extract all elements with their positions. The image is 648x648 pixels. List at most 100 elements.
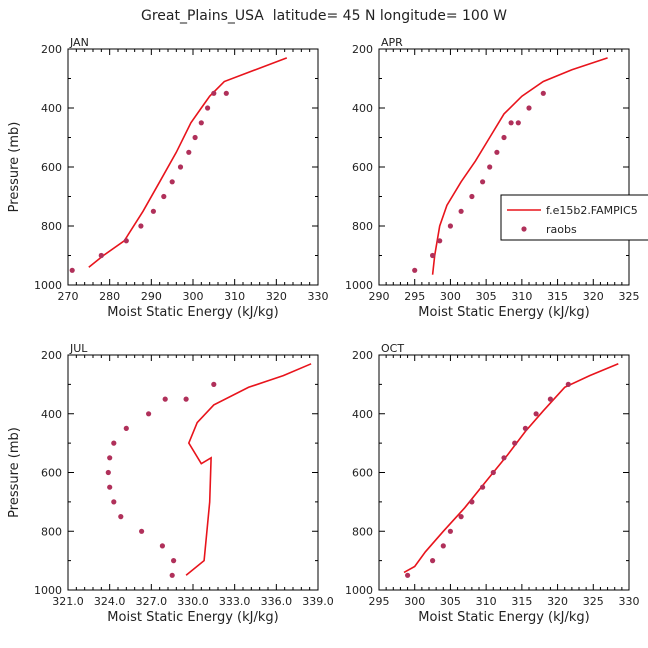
x-tick-label-apr: 320 [583, 290, 604, 303]
y-tick-label-oct: 600 [352, 467, 373, 480]
x-axis-label-apr: Moist Static Energy (kJ/kg) [418, 305, 589, 320]
panel-title-jul: JUL [69, 342, 88, 355]
raobs-point-apr [469, 193, 475, 200]
raobs-point-apr [501, 134, 507, 141]
raobs-point-jul [123, 425, 129, 431]
raobs-point-jan [150, 208, 156, 214]
x-tick-label-jan: 320 [266, 290, 287, 303]
y-tick-label-jul: 600 [41, 467, 62, 480]
x-tick-label-jan: 300 [183, 290, 204, 303]
x-tick-label-oct: 300 [404, 595, 425, 608]
x-tick-label-apr: 310 [511, 290, 532, 303]
raobs-point-jan [123, 238, 129, 244]
raobs-point-oct [533, 411, 539, 417]
raobs-point-apr [508, 120, 514, 126]
raobs-point-apr [480, 179, 486, 185]
panel-frame-jan [67, 48, 319, 286]
y-tick-label-jul: 400 [41, 408, 62, 421]
y-tick-label-jul: 200 [41, 349, 62, 362]
raobs-point-jan [98, 252, 104, 259]
raobs-point-jul [107, 455, 113, 461]
y-tick-label-jan: 200 [41, 43, 62, 56]
y-tick-label-oct: 800 [352, 525, 373, 538]
x-tick-label-apr: 300 [440, 290, 461, 303]
raobs-point-jan [186, 149, 192, 155]
raobs-point-oct [501, 455, 507, 461]
y-tick-label-oct: 400 [352, 408, 373, 421]
raobs-point-jul [111, 440, 117, 446]
x-tick-label-oct: 315 [511, 595, 532, 608]
raobs-point-jul [118, 514, 124, 520]
raobs-point-jan [205, 105, 211, 111]
y-tick-label-jul: 800 [41, 525, 62, 538]
raobs-point-jul [111, 499, 117, 505]
y-tick-label-oct: 200 [352, 349, 373, 362]
y-tick-label-oct: 1000 [345, 584, 373, 597]
raobs-point-oct [512, 440, 518, 446]
x-tick-label-jul: 324.0 [94, 595, 126, 608]
raobs-point-jan [169, 179, 175, 185]
x-tick-label-oct: 330 [619, 595, 640, 608]
y-tick-label-apr: 400 [352, 102, 373, 115]
y-axis-label-jul: Pressure (mb) [7, 427, 22, 518]
raobs-point-apr [526, 105, 532, 111]
raobs-point-oct [447, 528, 453, 534]
raobs-point-jan [69, 267, 75, 273]
raobs-point-oct [490, 469, 496, 476]
y-tick-label-jan: 400 [41, 102, 62, 115]
x-axis-label-oct: Moist Static Energy (kJ/kg) [418, 610, 589, 625]
raobs-point-jul [169, 572, 175, 578]
x-tick-label-oct: 310 [476, 595, 497, 608]
raobs-point-apr [458, 208, 464, 214]
panel-oct: OCT 295 300 305 310 315 320 325 330 200 400 600 800 1… [345, 342, 640, 625]
raobs-point-jul [146, 411, 152, 417]
raobs-point-apr [412, 267, 418, 273]
raobs-point-jul [211, 381, 217, 387]
panel-frame-apr [378, 48, 630, 286]
x-tick-label-oct: 305 [440, 595, 461, 608]
x-tick-label-jan: 290 [141, 290, 162, 303]
raobs-point-oct [522, 425, 529, 431]
x-tick-label-jul: 339.0 [302, 595, 334, 608]
x-tick-label-apr: 305 [476, 290, 497, 303]
y-tick-label-apr: 200 [352, 43, 373, 56]
y-tick-label-apr: 800 [352, 220, 373, 233]
x-tick-label-jan: 310 [224, 290, 245, 303]
y-tick-label-jan: 600 [41, 161, 62, 174]
panel-frame-oct [378, 354, 630, 591]
raobs-point-jan [211, 90, 217, 96]
raobs-point-jan [161, 193, 167, 200]
legend: f.e15b2.FAMPIC5 raobs [500, 194, 648, 241]
y-axis-label-jan: Pressure (mb) [7, 122, 22, 213]
raobs-point-jul [139, 528, 145, 534]
raobs-point-oct [405, 572, 411, 578]
legend-obs-label: raobs [546, 223, 577, 236]
x-tick-label-apr: 315 [547, 290, 568, 303]
legend-obs-marker [521, 226, 527, 232]
raobs-point-oct [480, 484, 486, 490]
raobs-point-jan [198, 120, 204, 126]
x-tick-label-jul: 330.0 [177, 595, 209, 608]
x-tick-label-jan: 280 [99, 290, 120, 303]
x-axis-label-jul: Moist Static Energy (kJ/kg) [107, 610, 278, 625]
y-tick-label-jul: 1000 [34, 584, 62, 597]
panel-frame-jul [67, 354, 319, 591]
raobs-point-jan [192, 134, 198, 141]
raobs-point-apr [430, 252, 436, 259]
x-tick-label-jul: 336.0 [261, 595, 293, 608]
raobs-point-apr [487, 164, 493, 170]
raobs-point-oct [565, 381, 571, 387]
x-tick-label-oct: 325 [583, 595, 604, 608]
y-tick-label-jan: 800 [41, 220, 62, 233]
panel-jul: JUL 321.0 324.0 327.0 330.0 333.0 336.0 339.0 20… [7, 342, 334, 625]
raobs-point-jul [183, 396, 189, 402]
panel-title-apr: APR [381, 36, 403, 49]
raobs-point-jan [138, 223, 144, 229]
raobs-point-jul [159, 543, 165, 549]
x-tick-label-oct: 320 [547, 595, 568, 608]
model-line-oct [403, 363, 619, 574]
panel-title-oct: OCT [381, 342, 404, 355]
raobs-point-oct [547, 396, 554, 402]
raobs-point-apr [515, 120, 521, 126]
raobs-point-jul [162, 396, 168, 402]
